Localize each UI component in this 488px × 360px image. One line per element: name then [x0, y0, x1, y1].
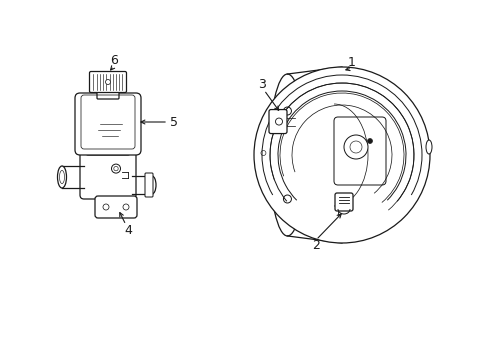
- Text: 6: 6: [110, 54, 118, 67]
- FancyBboxPatch shape: [268, 109, 286, 134]
- FancyBboxPatch shape: [95, 196, 137, 218]
- Circle shape: [253, 67, 429, 243]
- Circle shape: [111, 164, 120, 173]
- FancyBboxPatch shape: [89, 72, 126, 93]
- Text: 3: 3: [258, 77, 265, 90]
- Ellipse shape: [425, 140, 431, 154]
- FancyBboxPatch shape: [86, 139, 130, 155]
- Circle shape: [103, 204, 109, 210]
- Circle shape: [283, 107, 291, 115]
- Ellipse shape: [258, 148, 268, 158]
- FancyBboxPatch shape: [97, 89, 119, 99]
- Ellipse shape: [269, 74, 305, 236]
- FancyBboxPatch shape: [80, 147, 136, 199]
- FancyBboxPatch shape: [334, 193, 352, 211]
- Text: 5: 5: [170, 116, 178, 129]
- Circle shape: [343, 135, 367, 159]
- Circle shape: [367, 139, 372, 144]
- Circle shape: [105, 80, 110, 85]
- Circle shape: [283, 195, 291, 203]
- Ellipse shape: [60, 170, 64, 184]
- Text: 4: 4: [124, 224, 132, 237]
- Circle shape: [114, 166, 118, 171]
- Circle shape: [261, 150, 265, 156]
- Ellipse shape: [148, 176, 156, 194]
- Ellipse shape: [58, 166, 66, 188]
- Circle shape: [123, 204, 129, 210]
- FancyBboxPatch shape: [145, 173, 153, 197]
- FancyBboxPatch shape: [75, 93, 141, 155]
- Text: 1: 1: [347, 55, 355, 68]
- Circle shape: [275, 118, 282, 125]
- Circle shape: [349, 141, 361, 153]
- Text: 2: 2: [311, 239, 319, 252]
